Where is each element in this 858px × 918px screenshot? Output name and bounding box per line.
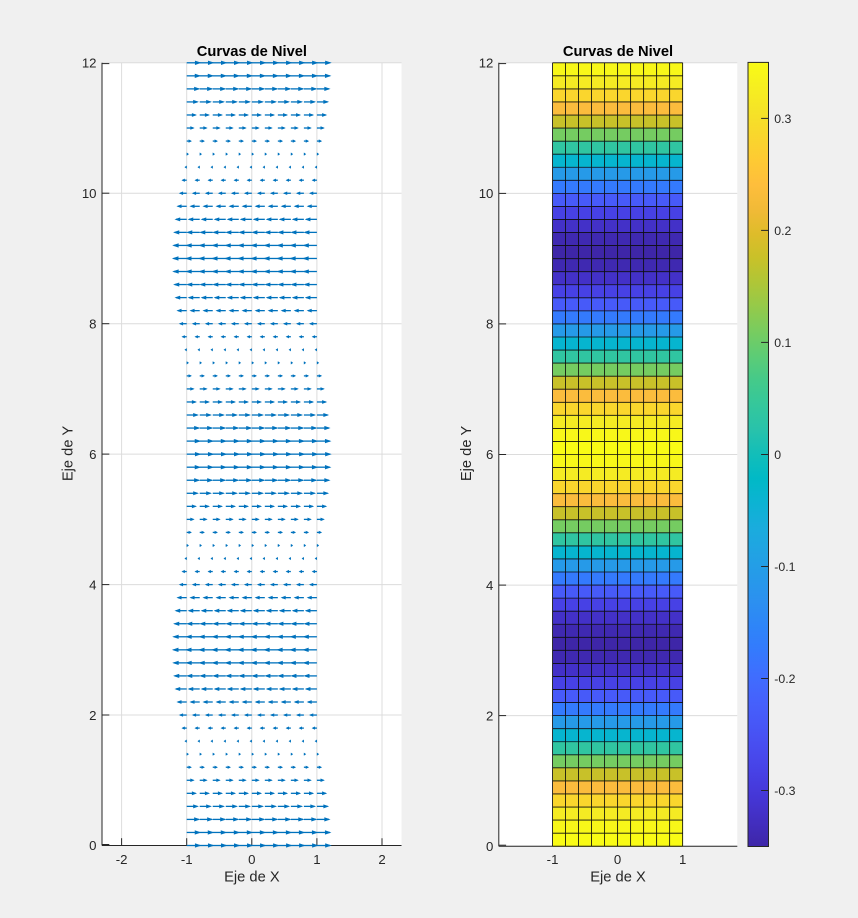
svg-text:Curvas de Nivel: Curvas de Nivel — [563, 44, 673, 60]
svg-text:1: 1 — [679, 852, 686, 867]
svg-text:10: 10 — [82, 186, 97, 201]
svg-text:0: 0 — [486, 839, 493, 854]
svg-text:2: 2 — [486, 708, 493, 723]
svg-text:Eje de X: Eje de X — [224, 870, 280, 886]
svg-text:0.1: 0.1 — [774, 336, 791, 350]
svg-text:-0.3: -0.3 — [774, 784, 795, 798]
svg-text:0: 0 — [248, 852, 255, 867]
svg-text:0: 0 — [89, 838, 96, 853]
svg-text:8: 8 — [486, 317, 493, 332]
svg-text:4: 4 — [89, 577, 96, 592]
svg-text:12: 12 — [479, 56, 494, 71]
svg-text:-2: -2 — [116, 852, 128, 867]
svg-text:Eje de X: Eje de X — [590, 870, 646, 886]
svg-text:0: 0 — [614, 852, 621, 867]
svg-text:4: 4 — [486, 578, 493, 593]
svg-text:1: 1 — [313, 852, 320, 867]
svg-text:2: 2 — [89, 708, 96, 723]
svg-text:6: 6 — [89, 447, 96, 462]
svg-text:0: 0 — [774, 448, 781, 462]
svg-text:Curvas de Nivel: Curvas de Nivel — [197, 44, 307, 60]
svg-text:0.3: 0.3 — [774, 112, 791, 126]
svg-text:10: 10 — [479, 186, 494, 201]
svg-text:-1: -1 — [181, 852, 193, 867]
svg-text:8: 8 — [89, 316, 96, 331]
svg-text:Eje de Y: Eje de Y — [459, 426, 475, 481]
svg-text:0.2: 0.2 — [774, 224, 791, 238]
svg-text:Eje de Y: Eje de Y — [61, 426, 77, 481]
svg-text:-1: -1 — [547, 852, 559, 867]
svg-text:6: 6 — [486, 447, 493, 462]
svg-text:-0.1: -0.1 — [774, 560, 795, 574]
svg-text:-0.2: -0.2 — [774, 672, 795, 686]
svg-text:12: 12 — [82, 56, 97, 71]
svg-text:2: 2 — [378, 852, 385, 867]
